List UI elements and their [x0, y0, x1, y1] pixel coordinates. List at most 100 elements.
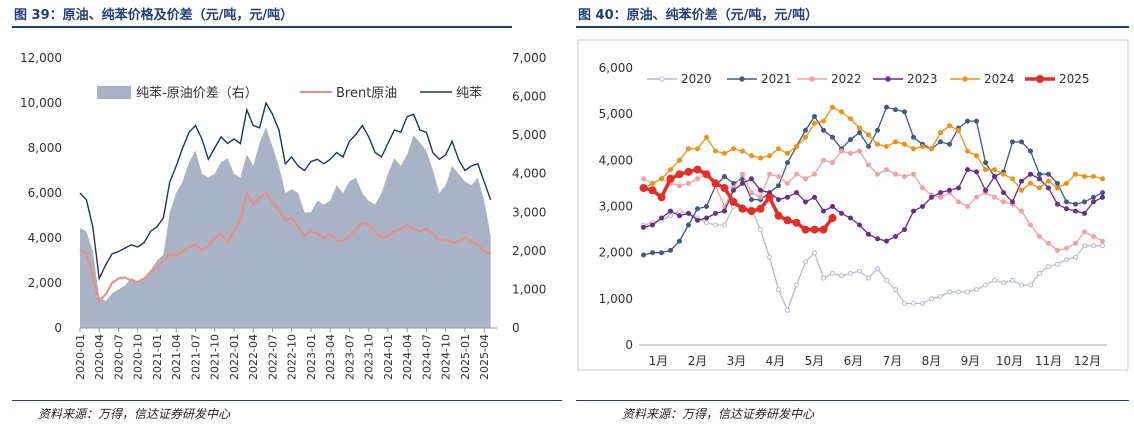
point-2024	[956, 127, 961, 133]
point-2020	[1055, 261, 1060, 267]
left-legend: 纯苯-原油价差（右） Brent原油 纯苯	[97, 86, 482, 101]
point-2023	[740, 180, 745, 186]
right-x-tick-label: 4月	[766, 354, 786, 368]
point-2024	[920, 144, 925, 149]
point-2024	[1019, 187, 1024, 193]
point-2024	[668, 167, 673, 173]
point-2024	[839, 109, 844, 115]
point-2024	[1055, 185, 1060, 191]
point-2024	[650, 180, 655, 186]
point-2024	[929, 146, 934, 152]
right-y-tick-label: 3,000	[599, 200, 633, 214]
point-2024	[947, 123, 952, 129]
point-2024	[704, 134, 709, 140]
point-2022	[794, 171, 799, 177]
point-2021	[821, 127, 826, 133]
legend-marker-2023	[885, 76, 891, 82]
point-2022	[830, 160, 835, 166]
left-x-tick-label: 2024-07	[420, 334, 433, 380]
point-2021	[803, 127, 808, 133]
point-2020	[857, 268, 862, 274]
point-2024	[1046, 178, 1051, 184]
point-2020	[974, 287, 979, 293]
point-2024	[884, 144, 889, 149]
point-2024	[659, 176, 664, 182]
point-2021	[650, 250, 655, 256]
point-2020	[992, 277, 997, 283]
point-2024	[965, 148, 970, 154]
point-2025	[738, 204, 747, 213]
point-2022	[884, 167, 889, 173]
point-2020	[668, 213, 673, 219]
point-2022	[812, 171, 817, 177]
point-2025	[648, 186, 657, 195]
point-2020	[704, 220, 709, 226]
point-2023	[866, 231, 871, 237]
benzene-line	[79, 101, 492, 281]
point-2022	[803, 176, 808, 182]
point-2022	[641, 176, 646, 182]
point-2023	[722, 208, 727, 214]
point-2022	[938, 194, 943, 200]
point-2021	[884, 104, 889, 110]
point-2021	[812, 114, 817, 119]
point-2022	[1037, 234, 1042, 239]
right-x-tick-label: 9月	[961, 354, 981, 368]
right-x-tick-label: 8月	[922, 354, 942, 368]
left-x-tick-label: 2022-01	[228, 334, 241, 380]
point-2020	[1037, 270, 1042, 276]
point-2025	[639, 184, 648, 192]
point-2023	[1001, 190, 1006, 196]
line-2023	[643, 168, 1103, 242]
point-2021	[1028, 148, 1033, 154]
legend-label-2024: 2024	[984, 72, 1015, 86]
right-y-tick-label: 2,000	[512, 244, 546, 258]
series-2020	[641, 204, 1105, 313]
point-2023	[704, 215, 709, 221]
point-2020	[812, 250, 817, 256]
point-2023	[1028, 171, 1033, 177]
point-2023	[1082, 210, 1087, 216]
point-2021	[668, 247, 673, 253]
point-2023	[686, 210, 691, 216]
point-2025	[783, 216, 792, 225]
point-2022	[965, 204, 970, 209]
point-2024	[875, 141, 880, 147]
point-2022	[758, 194, 763, 200]
right-y-tick-label: 0	[512, 321, 520, 335]
point-2024	[821, 118, 826, 124]
point-2024	[776, 146, 781, 152]
point-2021	[1055, 180, 1060, 186]
legend-marker-2020	[659, 76, 665, 82]
point-2021	[722, 174, 727, 179]
right-y-tick-label: 6,000	[599, 61, 633, 75]
point-2021	[776, 183, 781, 189]
point-2021	[848, 137, 853, 143]
point-2021	[704, 204, 709, 209]
legend-label-benzene: 纯苯	[456, 86, 482, 101]
right-x-tick-label: 5月	[805, 354, 825, 368]
point-2021	[965, 118, 970, 124]
point-2021	[911, 134, 916, 140]
right-legend: 2020 2021 2022 2023 2024 2025	[647, 72, 1090, 86]
left-source-note: 资料来源：万得，信达证券研发中心	[38, 407, 231, 421]
left-x-tick-label: 2023-01	[305, 334, 318, 380]
left-x-tick-label: 2024-04	[401, 334, 414, 380]
right-x-tick-label: 1月	[649, 354, 669, 368]
series-2024	[641, 104, 1105, 193]
point-2025	[792, 218, 801, 227]
point-2024	[758, 155, 763, 161]
point-2020	[1028, 282, 1033, 288]
right-y-tick-label: 1,000	[512, 282, 546, 296]
point-2023	[1019, 178, 1024, 184]
point-2020	[767, 254, 772, 260]
brent-line	[79, 190, 491, 303]
legend-label-2020: 2020	[681, 72, 712, 86]
point-2024	[812, 120, 817, 126]
point-2020	[965, 289, 970, 295]
legend-label-2021: 2021	[761, 72, 792, 86]
series-2025	[639, 165, 837, 234]
point-2024	[785, 150, 790, 156]
right-y-tick-label: 2,000	[599, 246, 633, 260]
right-y-tick-label: 4,000	[599, 153, 633, 167]
